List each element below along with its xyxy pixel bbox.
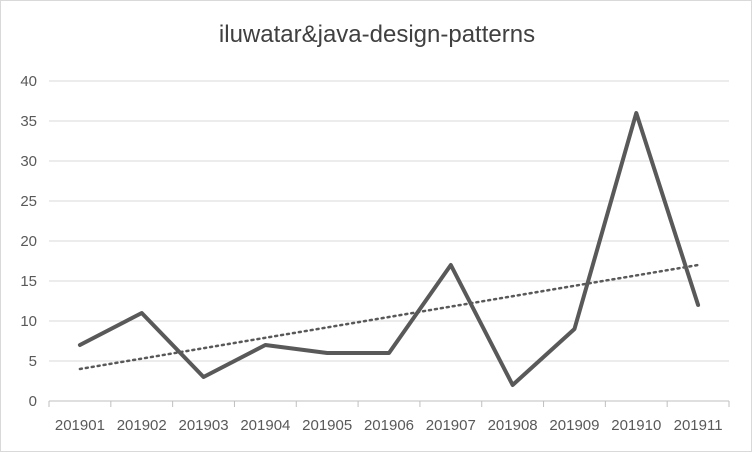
data-point (141, 312, 143, 314)
y-tick-label: 15 (20, 273, 37, 290)
y-tick-label: 25 (20, 193, 37, 210)
data-point (512, 384, 514, 386)
x-tick-label: 201909 (549, 417, 599, 434)
y-tick-label: 35 (20, 113, 37, 130)
y-tick-label: 30 (20, 153, 37, 170)
data-point (79, 344, 81, 346)
series-line-0 (77, 111, 701, 387)
data-point (388, 352, 390, 354)
y-tick-label: 0 (29, 393, 37, 410)
x-tick-label: 201907 (426, 417, 476, 434)
chart-title: iluwatar&java-design-patterns (218, 21, 536, 48)
x-tick-label: 201905 (302, 417, 352, 434)
data-point (326, 352, 328, 354)
data-point (203, 376, 205, 378)
trendline (78, 263, 700, 371)
x-tick-label: 201911 (674, 417, 723, 434)
x-tick-label: 201902 (117, 417, 167, 434)
data-point (573, 328, 575, 330)
y-tick-label: 20 (20, 233, 37, 250)
x-tick-label: 201906 (364, 417, 414, 434)
x-tick-label: 201901 (55, 417, 105, 434)
y-tick-label: 5 (29, 353, 37, 370)
y-tick-label: 40 (20, 73, 37, 90)
data-point (697, 304, 699, 306)
x-tick-label: 201910 (611, 417, 661, 434)
y-tick-label: 10 (20, 313, 37, 330)
data-point (264, 344, 266, 346)
data-point (450, 264, 452, 266)
x-tick-label: 201903 (179, 417, 229, 434)
x-tick-label: 201908 (488, 417, 538, 434)
x-tick-label: 201904 (240, 417, 290, 434)
data-point (635, 112, 637, 114)
